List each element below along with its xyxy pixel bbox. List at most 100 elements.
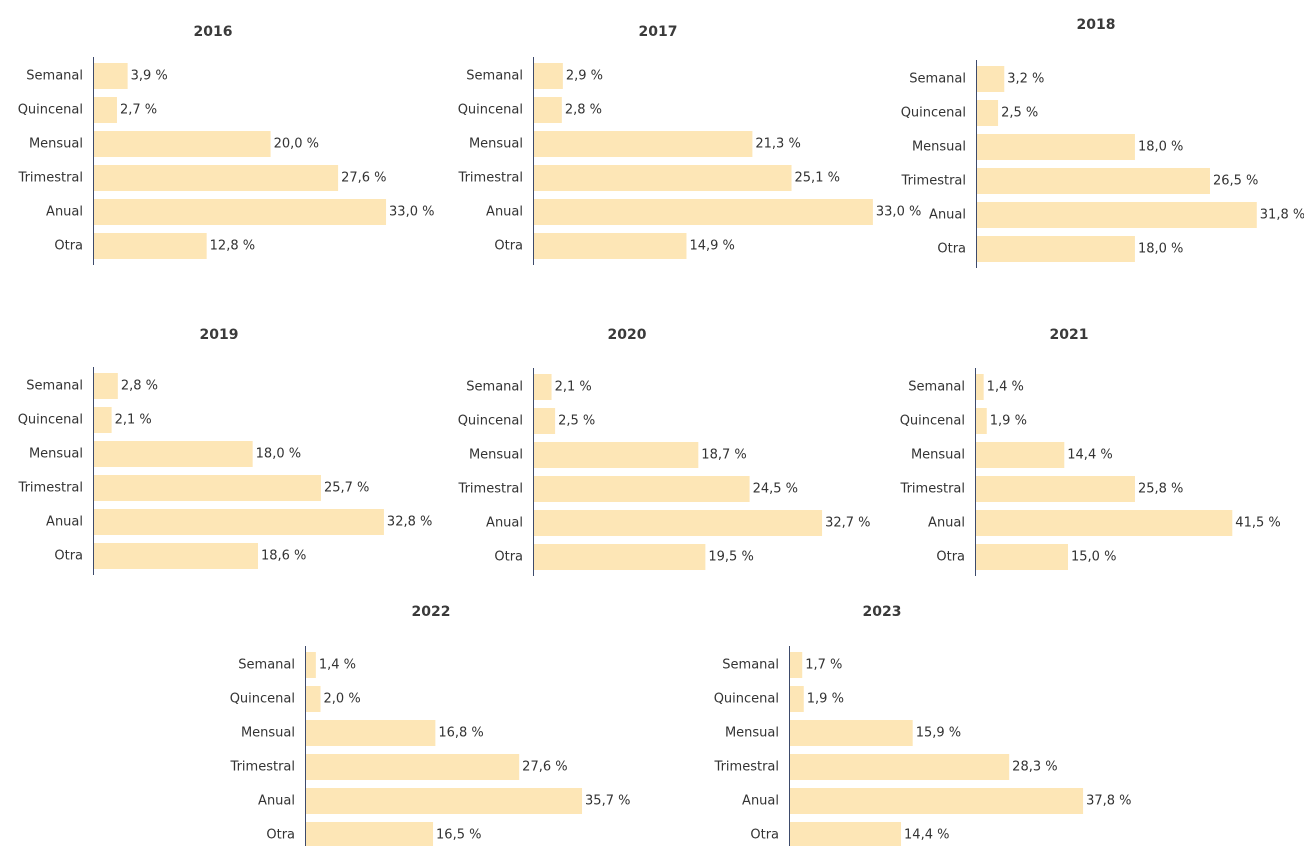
value-label: 2,1 % [115, 413, 152, 428]
value-label: 35,7 % [585, 794, 630, 809]
category-label: Semanal [722, 658, 779, 673]
bar [789, 822, 902, 846]
category-label: Trimestral [458, 171, 523, 186]
category-label: Anual [46, 515, 83, 530]
value-label: 27,6 % [522, 760, 567, 775]
bar [976, 236, 1135, 262]
bar [93, 543, 258, 569]
value-label: 14,4 % [904, 828, 949, 843]
category-label: Quincenal [901, 106, 966, 121]
category-label: Mensual [725, 726, 779, 741]
category-label: Trimestral [230, 760, 295, 775]
panel-title: 2018 [1077, 17, 1116, 33]
value-label: 41,5 % [1235, 516, 1280, 531]
category-label: Otra [54, 239, 83, 254]
category-label: Semanal [466, 69, 523, 84]
category-label: Mensual [29, 137, 83, 152]
category-label: Otra [937, 242, 966, 257]
value-label: 1,4 % [987, 380, 1024, 395]
bar [533, 199, 873, 225]
value-label: 2,8 % [565, 103, 602, 118]
value-label: 16,8 % [438, 726, 483, 741]
category-label: Semanal [466, 380, 523, 395]
category-label: Quincenal [714, 692, 779, 707]
bar [533, 97, 562, 123]
category-label: Trimestral [901, 174, 966, 189]
bar [533, 544, 706, 570]
bar [533, 510, 823, 536]
category-label: Quincenal [458, 414, 523, 429]
bar [93, 441, 253, 467]
category-label: Anual [486, 516, 523, 531]
bar [533, 476, 750, 502]
value-label: 21,3 % [755, 137, 800, 152]
bar [305, 754, 520, 780]
panel-title: 2020 [608, 327, 647, 343]
bar [533, 165, 792, 191]
category-label: Quincenal [18, 413, 83, 428]
category-label: Trimestral [458, 482, 523, 497]
bar [976, 66, 1005, 92]
value-label: 3,2 % [1007, 72, 1044, 87]
category-label: Quincenal [18, 103, 83, 118]
value-label: 2,7 % [120, 103, 157, 118]
bar [975, 442, 1065, 468]
category-label: Mensual [912, 140, 966, 155]
category-label: Anual [258, 794, 295, 809]
panel-title: 2016 [194, 24, 233, 40]
value-label: 1,7 % [805, 658, 842, 673]
value-label: 18,7 % [701, 448, 746, 463]
bar [93, 97, 117, 123]
bar [93, 131, 271, 157]
category-label: Trimestral [18, 481, 83, 496]
category-label: Mensual [911, 448, 965, 463]
category-label: Semanal [238, 658, 295, 673]
value-label: 18,0 % [256, 447, 301, 462]
panel-title: 2017 [639, 24, 678, 40]
value-label: 26,5 % [1213, 174, 1258, 189]
value-label: 33,0 % [876, 205, 921, 220]
bar [975, 476, 1135, 502]
category-label: Mensual [241, 726, 295, 741]
category-label: Mensual [469, 448, 523, 463]
category-label: Trimestral [714, 760, 779, 775]
value-label: 2,5 % [558, 414, 595, 429]
value-label: 25,8 % [1138, 482, 1183, 497]
value-label: 27,6 % [341, 171, 386, 186]
category-label: Anual [46, 205, 83, 220]
bar [93, 63, 128, 89]
category-label: Mensual [469, 137, 523, 152]
category-label: Anual [486, 205, 523, 220]
value-label: 15,9 % [916, 726, 961, 741]
bar [533, 374, 552, 400]
category-label: Otra [494, 239, 523, 254]
bar [93, 233, 207, 259]
value-label: 2,9 % [566, 69, 603, 84]
bar [533, 408, 556, 434]
value-label: 2,5 % [1001, 106, 1038, 121]
bar [533, 63, 563, 89]
category-label: Anual [928, 516, 965, 531]
bar [975, 544, 1068, 570]
bar [789, 652, 803, 678]
category-label: Semanal [26, 69, 83, 84]
bar [976, 202, 1257, 228]
bar [533, 233, 687, 259]
value-label: 31,8 % [1260, 208, 1304, 223]
value-label: 32,8 % [387, 515, 432, 530]
bar [93, 199, 387, 225]
category-label: Semanal [908, 380, 965, 395]
value-label: 12,8 % [210, 239, 255, 254]
value-label: 28,3 % [1012, 760, 1057, 775]
category-label: Quincenal [230, 692, 295, 707]
category-label: Otra [266, 828, 295, 843]
bar [789, 754, 1010, 780]
category-label: Trimestral [18, 171, 83, 186]
bar [305, 822, 434, 846]
bar [975, 374, 984, 400]
bar [305, 686, 321, 712]
category-label: Semanal [26, 379, 83, 394]
bar [975, 408, 987, 434]
value-label: 2,8 % [121, 379, 158, 394]
category-label: Semanal [909, 72, 966, 87]
